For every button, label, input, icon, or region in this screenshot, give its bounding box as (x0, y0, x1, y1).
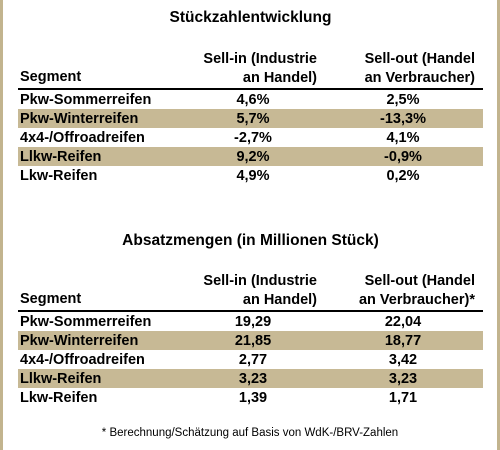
table2-title: Absatzmengen (in Millionen Stück) (122, 232, 379, 249)
table-row: Pkw-Winterreifen 21,85 18,77 (18, 331, 483, 350)
sellin-cell: 1,39 (238, 389, 268, 406)
table1-header-sellin: Sell-in (Industrie an Handel) (183, 50, 323, 89)
segment-cell: 4x4-/Offroadreifen (20, 129, 145, 146)
sellin-cell: 9,2% (183, 147, 323, 166)
sellout-cell: 0,2% (386, 167, 420, 184)
segment-cell: Lkw-Reifen (20, 389, 98, 406)
sellout-cell: 18,77 (323, 331, 483, 350)
table-row: Llkw-Reifen 3,23 3,23 (18, 369, 483, 388)
segment-cell: Pkw-Winterreifen (18, 331, 183, 350)
sellin-cell: 19,29 (234, 313, 272, 330)
table2-header-sellout-line2: an Verbraucher)* (358, 292, 475, 308)
table2-header-sellout: Sell-out (Handel an Verbraucher)* (323, 272, 483, 311)
segment-cell: Lkw-Reifen (20, 167, 98, 184)
table1-title: Stückzahlentwicklung (169, 9, 332, 26)
table1-header-sellout-line1: Sell-out (Handel (364, 51, 475, 67)
table2-header-sellin: Sell-in (Industrie an Handel) (183, 272, 323, 311)
right-border (497, 0, 500, 450)
table1-header-segment: Segment (20, 69, 82, 85)
segment-cell: Pkw-Sommerreifen (20, 313, 152, 330)
table2: Segment Sell-in (Industrie an Handel) Se… (18, 272, 483, 407)
table-row: Lkw-Reifen 4,9% 0,2% (18, 166, 483, 185)
table1-header-sellout-line2: an Verbraucher) (364, 70, 475, 86)
table-row: Llkw-Reifen 9,2% -0,9% (18, 147, 483, 166)
sellin-cell: 21,85 (183, 331, 323, 350)
sellin-cell: 5,7% (183, 109, 323, 128)
sellin-cell: -2,7% (234, 129, 272, 146)
segment-cell: Pkw-Winterreifen (18, 109, 183, 128)
segment-cell: Pkw-Sommerreifen (20, 91, 152, 108)
sellout-cell: 1,71 (388, 389, 418, 406)
sellout-cell: 22,04 (384, 313, 422, 330)
table2-header-sellin-line2: an Handel) (242, 292, 317, 308)
table2-header-sellout-line1: Sell-out (Handel (364, 273, 475, 289)
table-row: 4x4-/Offroadreifen -2,7% 4,1% (18, 128, 483, 147)
table2-header-sellin-line1: Sell-in (Industrie (203, 273, 317, 289)
table-row: Lkw-Reifen 1,39 1,71 (18, 388, 483, 407)
table1-header-sellout: Sell-out (Handel an Verbraucher) (323, 50, 483, 89)
table-row: Pkw-Sommerreifen 4,6% 2,5% (18, 89, 483, 109)
sellin-cell: 3,23 (183, 369, 323, 388)
table2-header-row: Segment Sell-in (Industrie an Handel) Se… (18, 272, 483, 311)
table2-header-segment: Segment (20, 291, 82, 307)
sellin-cell: 2,77 (238, 351, 268, 368)
table1: Segment Sell-in (Industrie an Handel) Se… (18, 50, 483, 185)
sellin-cell: 4,6% (236, 91, 270, 108)
sellout-cell: 2,5% (386, 91, 420, 108)
segment-cell: 4x4-/Offroadreifen (20, 351, 145, 368)
table-row: Pkw-Winterreifen 5,7% -13,3% (18, 109, 483, 128)
segment-cell: Llkw-Reifen (18, 147, 183, 166)
sellout-cell: 3,23 (323, 369, 483, 388)
table-row: Pkw-Sommerreifen 19,29 22,04 (18, 311, 483, 331)
left-border (0, 0, 3, 450)
footnote: * Berechnung/Schätzung auf Basis von WdK… (101, 427, 399, 439)
sellin-cell: 4,9% (236, 167, 270, 184)
sellout-cell: -13,3% (323, 109, 483, 128)
table1-header-row: Segment Sell-in (Industrie an Handel) Se… (18, 50, 483, 89)
segment-cell: Llkw-Reifen (18, 369, 183, 388)
table1-header-sellin-line1: Sell-in (Industrie (203, 51, 317, 67)
table-row: 4x4-/Offroadreifen 2,77 3,42 (18, 350, 483, 369)
sellout-cell: 4,1% (386, 129, 420, 146)
sellout-cell: -0,9% (323, 147, 483, 166)
sellout-cell: 3,42 (388, 351, 418, 368)
table1-header-sellin-line2: an Handel) (242, 70, 317, 86)
